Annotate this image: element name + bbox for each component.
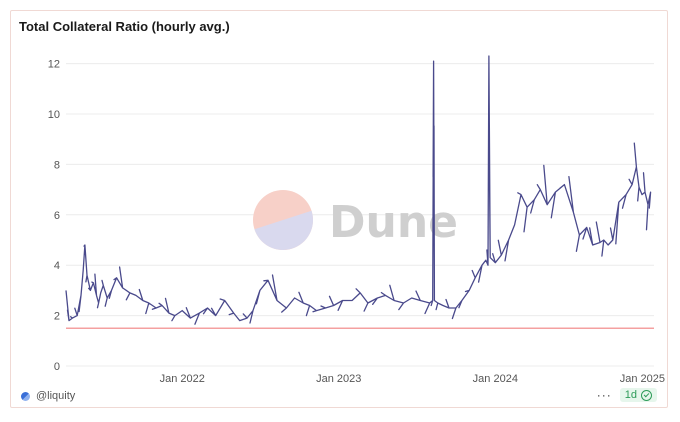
refresh-interval-label: 1d	[625, 389, 637, 401]
x-tick-label: Jan 2023	[316, 373, 361, 383]
refresh-badge[interactable]: 1d	[620, 388, 657, 402]
y-tick-label: 4	[54, 260, 60, 272]
more-options-icon[interactable]: ···	[597, 388, 612, 402]
check-circle-icon	[641, 390, 652, 401]
series-line	[66, 56, 651, 324]
x-axis-ticks: Jan 2022 Jan 2023 Jan 2024 Jan 2025	[160, 373, 665, 383]
y-tick-label: 8	[54, 159, 60, 171]
x-tick-label: Jan 2025	[620, 373, 665, 383]
y-tick-label: 6	[54, 210, 60, 222]
author-link[interactable]: @liquity	[21, 390, 75, 402]
dune-watermark-text: Dune	[329, 197, 458, 248]
y-tick-label: 0	[54, 361, 60, 373]
chart-footer: @liquity ··· 1d	[21, 387, 657, 405]
x-tick-label: Jan 2022	[160, 373, 205, 383]
y-axis-ticks: 0 2 4 6 8 10 12	[48, 59, 60, 373]
footer-actions: ··· 1d	[597, 388, 657, 402]
dune-watermark: Dune	[253, 190, 458, 258]
chart-card: Total Collateral Ratio (hourly avg.) Dun…	[10, 10, 668, 408]
y-tick-label: 10	[48, 109, 60, 121]
y-tick-label: 12	[48, 59, 60, 71]
author-label: @liquity	[36, 390, 75, 402]
liquity-logo-icon	[21, 392, 30, 401]
x-tick-label: Jan 2024	[473, 373, 518, 383]
dune-logo-icon	[253, 190, 321, 258]
y-tick-label: 2	[54, 311, 60, 323]
